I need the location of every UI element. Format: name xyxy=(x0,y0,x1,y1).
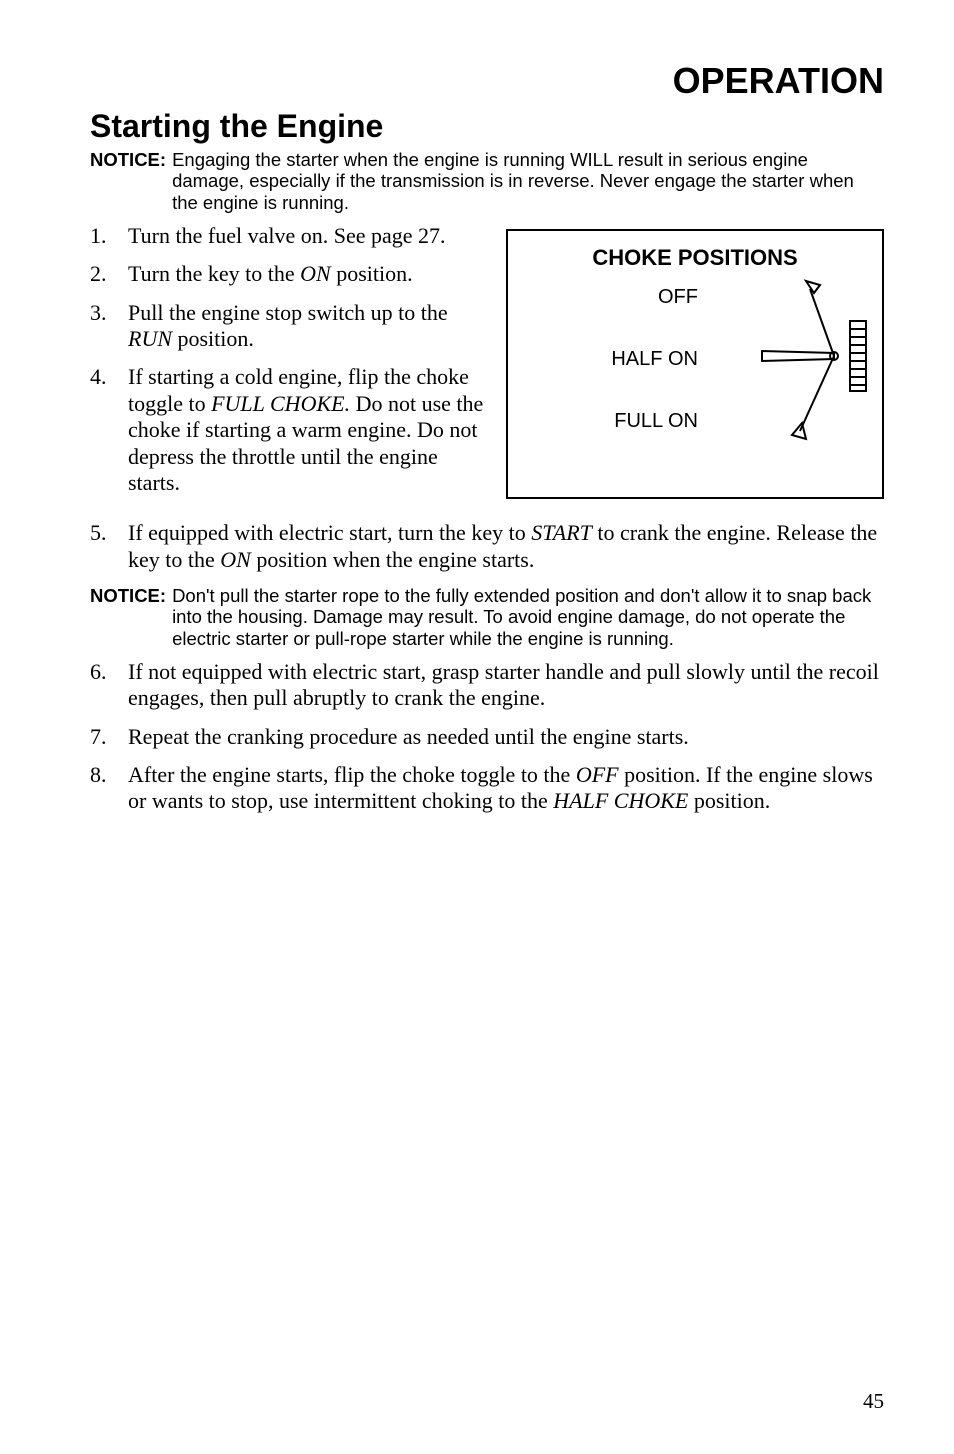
page-number: 45 xyxy=(863,1389,884,1414)
step-number: 1. xyxy=(90,223,128,249)
step-number: 3. xyxy=(90,300,128,353)
text: Turn the key to the xyxy=(128,261,300,286)
steps-list-b: 5. If equipped with electric start, turn… xyxy=(90,520,884,573)
text: position. xyxy=(172,326,254,351)
emphasis: ON xyxy=(300,261,331,286)
notice-label: NOTICE: xyxy=(90,149,172,213)
text: Pull the engine stop switch up to the xyxy=(128,300,448,325)
step-3: 3. Pull the engine stop switch up to the… xyxy=(90,300,488,353)
choke-label-full: FULL ON xyxy=(558,411,698,431)
text: position when the engine starts. xyxy=(251,547,535,572)
step-body: If equipped with electric start, turn th… xyxy=(128,520,884,573)
text: If equipped with electric start, turn th… xyxy=(128,520,531,545)
step-body: Turn the key to the ON position. xyxy=(128,261,488,287)
choke-diagram-column: CHOKE POSITIONS OFF HALF ON FULL ON xyxy=(506,223,884,509)
step-4: 4. If starting a cold engine, flip the c… xyxy=(90,364,488,496)
step-body: After the engine starts, flip the choke … xyxy=(128,762,884,815)
steps-list-c: 6. If not equipped with electric start, … xyxy=(90,659,884,815)
emphasis: HALF CHOKE xyxy=(553,788,688,813)
emphasis: START xyxy=(531,520,592,545)
notice-label: NOTICE: xyxy=(90,585,172,649)
step-2: 2. Turn the key to the ON position. xyxy=(90,261,488,287)
notice-body: Engaging the starter when the engine is … xyxy=(172,149,884,213)
step-body: Turn the fuel valve on. See page 27. xyxy=(128,223,488,249)
choke-title: CHOKE POSITIONS xyxy=(518,245,872,271)
choke-labels: OFF HALF ON FULL ON xyxy=(558,287,698,431)
notice-1: NOTICE: Engaging the starter when the en… xyxy=(90,149,884,213)
step-body: If not equipped with electric start, gra… xyxy=(128,659,884,712)
step-body: Repeat the cranking procedure as needed … xyxy=(128,724,884,750)
text: position. xyxy=(331,261,413,286)
choke-lever-icon xyxy=(702,271,872,486)
steps-left-column: 1. Turn the fuel valve on. See page 27. … xyxy=(90,223,488,509)
step-body: If starting a cold engine, flip the chok… xyxy=(128,364,488,496)
step-6: 6. If not equipped with electric start, … xyxy=(90,659,884,712)
emphasis: RUN xyxy=(128,326,172,351)
choke-label-half: HALF ON xyxy=(558,349,698,369)
step-1: 1. Turn the fuel valve on. See page 27. xyxy=(90,223,488,249)
emphasis: OFF xyxy=(576,762,619,787)
step-number: 6. xyxy=(90,659,128,712)
top-content-row: 1. Turn the fuel valve on. See page 27. … xyxy=(90,223,884,509)
step-number: 8. xyxy=(90,762,128,815)
notice-2: NOTICE: Don't pull the starter rope to t… xyxy=(90,585,884,649)
section-title: Starting the Engine xyxy=(90,108,884,145)
emphasis: FULL CHOKE. xyxy=(211,391,350,416)
step-5: 5. If equipped with electric start, turn… xyxy=(90,520,884,573)
step-number: 4. xyxy=(90,364,128,496)
step-body: Pull the engine stop switch up to the RU… xyxy=(128,300,488,353)
steps-list-a: 1. Turn the fuel valve on. See page 27. … xyxy=(90,223,488,497)
notice-body: Don't pull the starter rope to the fully… xyxy=(172,585,884,649)
step-7: 7. Repeat the cranking procedure as need… xyxy=(90,724,884,750)
page-header: OPERATION xyxy=(90,60,884,102)
step-number: 5. xyxy=(90,520,128,573)
choke-positions-box: CHOKE POSITIONS OFF HALF ON FULL ON xyxy=(506,229,884,499)
text: After the engine starts, flip the choke … xyxy=(128,762,576,787)
step-number: 2. xyxy=(90,261,128,287)
step-8: 8. After the engine starts, flip the cho… xyxy=(90,762,884,815)
step-number: 7. xyxy=(90,724,128,750)
emphasis: ON xyxy=(220,547,251,572)
choke-label-off: OFF xyxy=(558,287,698,307)
text: position. xyxy=(688,788,770,813)
